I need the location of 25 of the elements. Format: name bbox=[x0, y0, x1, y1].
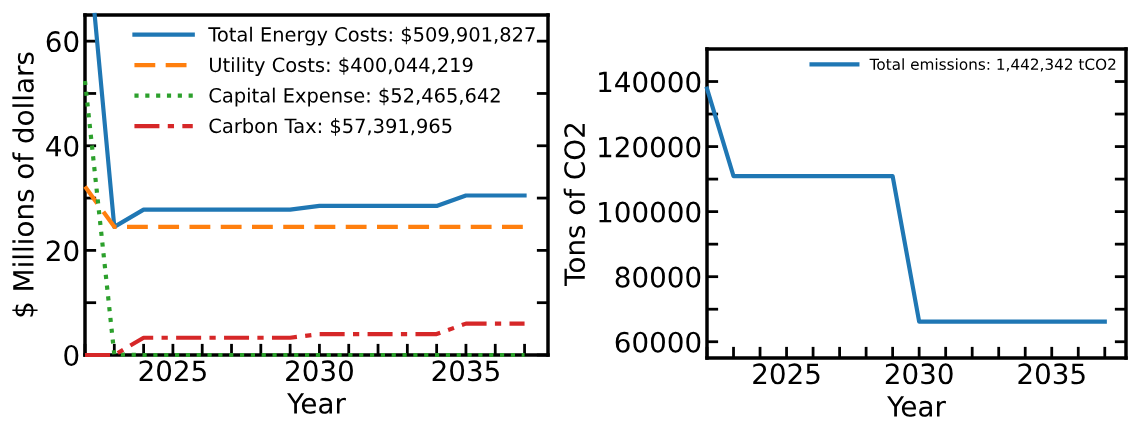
legend-label: Carbon Tax: $57,391,965 bbox=[209, 118, 452, 136]
y-tick-label: 60000 bbox=[615, 331, 701, 353]
line-series bbox=[82, 321, 527, 358]
y-tick-label: 100000 bbox=[599, 201, 701, 223]
y-tick-label: 60 bbox=[46, 31, 79, 53]
y-tick-label: 80000 bbox=[615, 266, 701, 288]
y-tick-label: 140000 bbox=[599, 71, 701, 93]
y-tick-label: 0 bbox=[64, 344, 79, 366]
x-tick-label: 2035 bbox=[432, 360, 499, 382]
y-axis-title: $ Millions of dollars bbox=[12, 52, 38, 317]
x-tick-label: 2025 bbox=[139, 360, 206, 382]
x-axis-title: Year bbox=[287, 393, 346, 414]
x-tick-label: 2035 bbox=[1018, 363, 1085, 385]
x-axis-title: Year bbox=[887, 396, 946, 417]
legend-label: Capital Expense: $52,465,642 bbox=[209, 87, 500, 107]
y-tick-label: 20 bbox=[46, 240, 79, 262]
x-tick-label: 2025 bbox=[753, 363, 820, 385]
x-tick-label: 2030 bbox=[286, 360, 353, 382]
legend-label: Utility Costs: $400,044,219 bbox=[210, 57, 473, 76]
y-tick-label: 40 bbox=[46, 135, 79, 157]
legend-label: Total Energy Costs: $509,901,827 bbox=[208, 26, 535, 46]
y-tick-label: 120000 bbox=[599, 136, 701, 158]
y-axis-title: Tons of CO2 bbox=[563, 123, 586, 286]
x-tick-label: 2030 bbox=[885, 363, 953, 385]
legend-label: Total emissions: 1,442,342 tCO2 bbox=[869, 58, 1116, 72]
